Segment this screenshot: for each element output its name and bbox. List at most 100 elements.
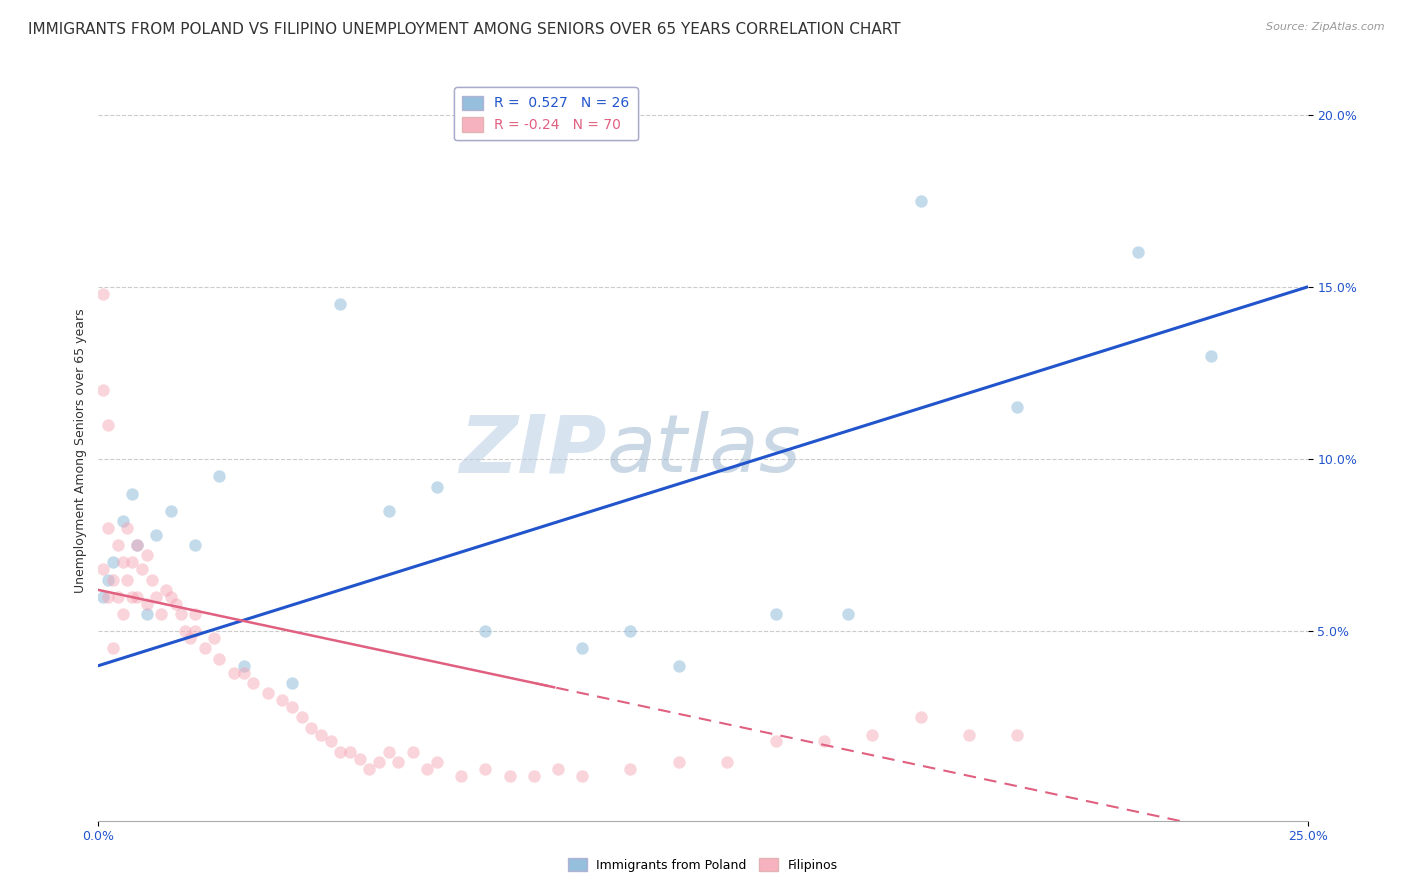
Point [957, 727, 980, 741]
Point [377, 745, 399, 759]
Point [194, 641, 217, 656]
Point [135, 607, 157, 621]
Point [339, 745, 361, 759]
Point [387, 755, 409, 769]
Point [91, 286, 114, 301]
Point [111, 514, 134, 528]
Point [765, 734, 787, 748]
Point [160, 590, 183, 604]
Point [101, 555, 124, 569]
Point [271, 693, 294, 707]
Point [377, 504, 399, 518]
Y-axis label: Unemployment Among Seniors over 65 years: Unemployment Among Seniors over 65 years [75, 308, 87, 593]
Point [121, 555, 143, 569]
Point [571, 641, 593, 656]
Point [145, 528, 167, 542]
Point [474, 624, 496, 639]
Point [174, 624, 197, 639]
Point [299, 721, 322, 735]
Point [97, 573, 120, 587]
Point [426, 480, 449, 494]
Point [349, 752, 371, 766]
Point [111, 607, 134, 621]
Point [309, 727, 332, 741]
Point [232, 658, 254, 673]
Point [619, 624, 641, 639]
Point [571, 769, 593, 783]
Point [359, 762, 381, 776]
Point [547, 762, 569, 776]
Point [141, 573, 163, 587]
Point [97, 417, 120, 432]
Point [319, 734, 342, 748]
Point [169, 607, 191, 621]
Point [145, 590, 167, 604]
Point [97, 521, 120, 535]
Point [668, 755, 690, 769]
Point [837, 607, 859, 621]
Point [426, 755, 449, 769]
Point [860, 727, 883, 741]
Point [150, 607, 173, 621]
Point [111, 555, 134, 569]
Legend: R =  0.527   N = 26, R = -0.24   N = 70: R = 0.527 N = 26, R = -0.24 N = 70 [454, 87, 638, 140]
Point [91, 383, 114, 397]
Point [813, 734, 835, 748]
Point [523, 769, 546, 783]
Point [117, 573, 139, 587]
Point [127, 538, 149, 552]
Point [910, 194, 932, 208]
Point [184, 538, 207, 552]
Text: ZIP: ZIP [458, 411, 606, 490]
Point [179, 631, 201, 645]
Point [232, 665, 254, 680]
Point [91, 562, 114, 576]
Point [107, 538, 129, 552]
Point [290, 710, 312, 724]
Text: Source: ZipAtlas.com: Source: ZipAtlas.com [1267, 22, 1385, 32]
Point [1007, 401, 1029, 415]
Point [242, 676, 264, 690]
Point [165, 597, 187, 611]
Point [281, 700, 304, 714]
Point [716, 755, 738, 769]
Point [184, 607, 207, 621]
Point [127, 590, 149, 604]
Point [127, 538, 149, 552]
Point [160, 504, 183, 518]
Point [222, 665, 245, 680]
Point [155, 582, 177, 597]
Point [368, 755, 391, 769]
Point [281, 676, 304, 690]
Text: atlas: atlas [606, 411, 801, 490]
Point [765, 607, 787, 621]
Point [135, 549, 157, 563]
Legend: Immigrants from Poland, Filipinos: Immigrants from Poland, Filipinos [562, 854, 844, 877]
Point [1007, 727, 1029, 741]
Point [256, 686, 278, 700]
Point [668, 658, 690, 673]
Point [107, 590, 129, 604]
Point [121, 486, 143, 500]
Point [910, 710, 932, 724]
Point [131, 562, 153, 576]
Point [204, 631, 226, 645]
Point [184, 624, 207, 639]
Point [208, 652, 231, 666]
Point [121, 590, 143, 604]
Point [498, 769, 520, 783]
Point [1128, 245, 1150, 260]
Point [474, 762, 496, 776]
Point [91, 590, 114, 604]
Point [117, 521, 139, 535]
Point [135, 597, 157, 611]
Point [329, 745, 352, 759]
Point [416, 762, 439, 776]
Point [619, 762, 641, 776]
Point [1199, 349, 1222, 363]
Point [402, 745, 425, 759]
Point [97, 590, 120, 604]
Point [208, 469, 231, 483]
Point [101, 573, 124, 587]
Text: IMMIGRANTS FROM POLAND VS FILIPINO UNEMPLOYMENT AMONG SENIORS OVER 65 YEARS CORR: IMMIGRANTS FROM POLAND VS FILIPINO UNEMP… [28, 22, 901, 37]
